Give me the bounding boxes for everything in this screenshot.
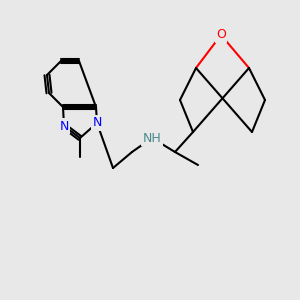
Text: N: N [59, 119, 69, 133]
Text: O: O [216, 28, 226, 41]
Text: NH: NH [142, 131, 161, 145]
Text: N: N [92, 116, 102, 130]
